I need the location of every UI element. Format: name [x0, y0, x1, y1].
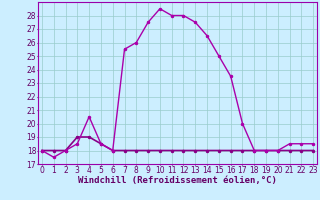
X-axis label: Windchill (Refroidissement éolien,°C): Windchill (Refroidissement éolien,°C): [78, 176, 277, 185]
